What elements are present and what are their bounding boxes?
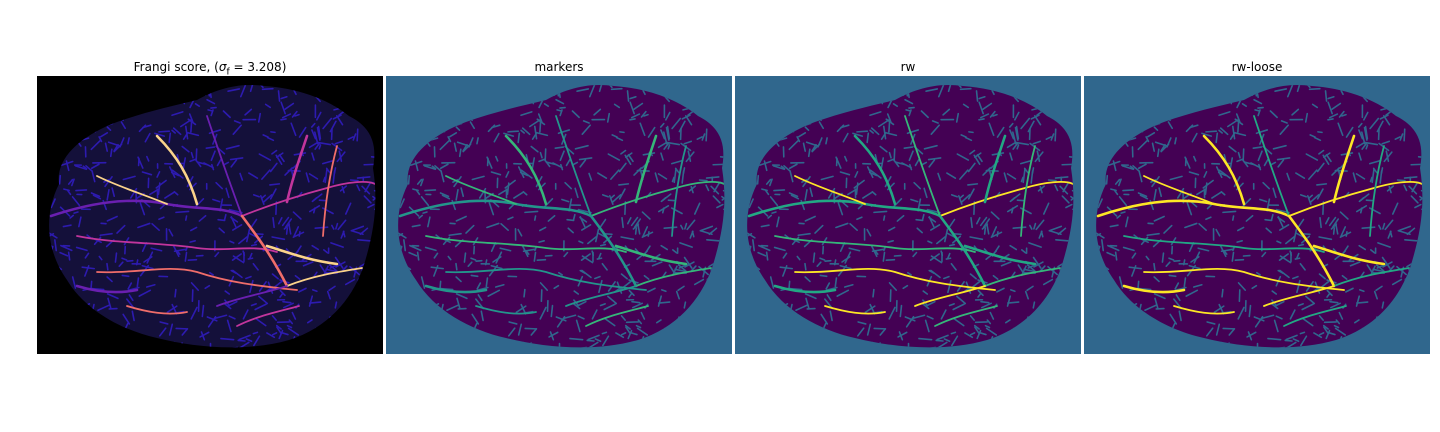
vessel-segment [824, 305, 886, 315]
vessel-segment [1312, 244, 1386, 266]
vessel-segment [425, 235, 627, 253]
vessel-segment [1263, 285, 1335, 307]
vessel-segment [963, 244, 1037, 266]
vessel-segment [1173, 305, 1235, 315]
frangi-title-prefix: Frangi score, ( [133, 60, 219, 74]
vessel-segment [635, 267, 712, 287]
frangi-score-image [37, 76, 383, 354]
vessel-segment [265, 244, 339, 266]
vessel-segment [983, 134, 1007, 204]
vessel-segment [240, 214, 289, 288]
vessel-segment [565, 285, 637, 307]
rw-loose-svg [1084, 76, 1430, 354]
vessel-segment [1143, 267, 1345, 291]
vessel-segment [1333, 267, 1410, 287]
vessel-segment [614, 244, 688, 266]
tissue-region [1096, 84, 1423, 348]
frangi-score-svg [37, 76, 383, 354]
vessel-segment [445, 175, 517, 205]
vessel-segment [424, 284, 488, 294]
vessel-segment [1202, 134, 1246, 206]
vessel-segment [241, 181, 376, 217]
vessel-segment [322, 145, 338, 237]
vessel-segment [1253, 115, 1290, 217]
markers-image [386, 76, 732, 354]
vessel-segment [634, 134, 658, 204]
vessel-segment [939, 181, 1074, 217]
rw-image [735, 76, 1081, 354]
vessel-segment [1122, 284, 1186, 294]
vessel-segment [236, 305, 300, 327]
vessel-segment [206, 115, 243, 217]
rw-panel-title: rw [900, 60, 916, 74]
vessel-segment [914, 285, 986, 307]
vessel-segment [475, 305, 537, 315]
vessel-segment [286, 267, 363, 287]
vessel-segment [984, 267, 1061, 287]
vessel-segment [589, 214, 638, 288]
vessel-segment [216, 285, 288, 307]
vessel-segment [1369, 145, 1385, 237]
vessel-segment [934, 305, 998, 327]
vessel-segment [794, 267, 996, 291]
markers-panel-title: markers [534, 60, 584, 74]
vessel-segment [1020, 145, 1036, 237]
vessel-segment [1143, 175, 1215, 205]
sigma-subscript: f [226, 67, 230, 78]
frangi-title-suffix: = 3.208) [229, 60, 287, 74]
vessel-segment [938, 214, 987, 288]
vessel-segment [555, 115, 592, 217]
vessel-segment [1283, 305, 1347, 327]
rw-loose-image [1084, 76, 1430, 354]
vessel-segment [585, 305, 649, 327]
sigma-symbol: σ [218, 60, 227, 74]
vessel-segment [794, 175, 866, 205]
vessel-segment [1287, 214, 1336, 288]
vessel-segment [126, 305, 188, 315]
rw-svg [735, 76, 1081, 354]
vessel-segment [853, 134, 897, 206]
frangi-panel-title: Frangi score, (σf = 3.208) [37, 60, 383, 78]
vessel-segment [671, 145, 687, 237]
vessel-segment [155, 134, 199, 206]
vessel-segment [1288, 181, 1423, 217]
vessel-segment [1332, 134, 1356, 204]
vessel-segment [904, 115, 941, 217]
tissue-region [49, 84, 376, 348]
vessel-segment [1123, 235, 1325, 253]
vessel-segment [76, 235, 278, 253]
vessel-segment [774, 235, 976, 253]
vessel-segment [445, 267, 647, 291]
vessel-segment [75, 284, 139, 294]
rw-loose-panel-title: rw-loose [1231, 60, 1283, 74]
vessel-segment [504, 134, 548, 206]
vessel-segment [285, 134, 309, 204]
vessel-segment [96, 175, 168, 205]
vessel-segment [773, 284, 837, 294]
tissue-region [398, 84, 725, 348]
tissue-region [747, 84, 1074, 348]
markers-svg [386, 76, 732, 354]
tissue-texture [49, 84, 376, 348]
vessel-segment [96, 267, 298, 291]
vessel-segment [590, 181, 725, 217]
